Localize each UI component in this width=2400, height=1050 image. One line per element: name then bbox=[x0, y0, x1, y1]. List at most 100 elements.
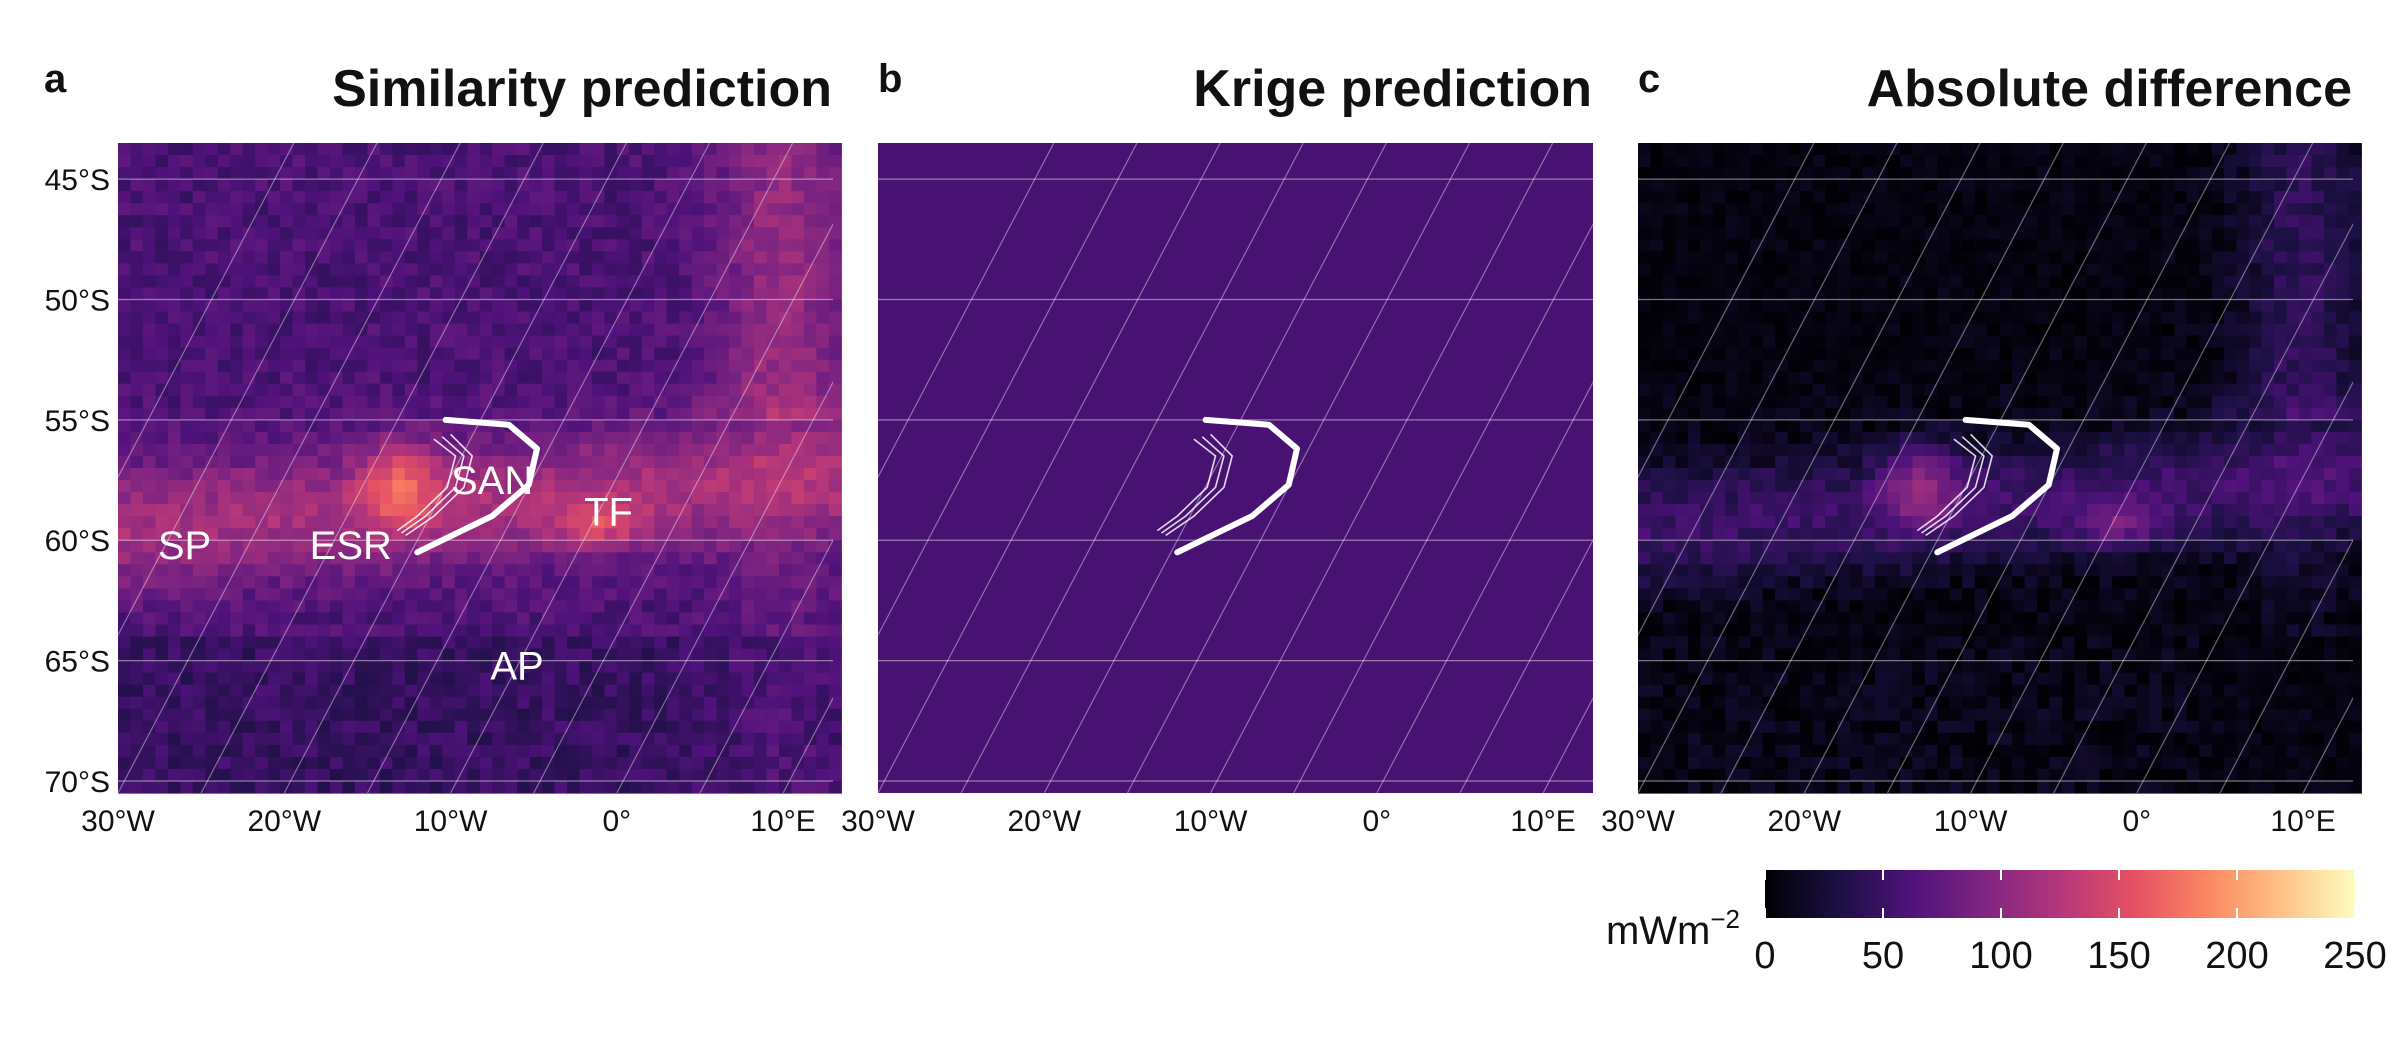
heatmap-cell bbox=[803, 239, 817, 252]
heatmap-cell bbox=[2012, 335, 2026, 349]
heatmap-cell bbox=[130, 203, 144, 216]
heatmap-cell bbox=[2224, 347, 2238, 361]
heatmap-cell bbox=[691, 732, 705, 746]
heatmap-cell bbox=[2199, 143, 2213, 156]
heatmap-cell bbox=[1874, 359, 1888, 373]
heatmap-cell bbox=[1800, 443, 1814, 457]
heatmap-cell bbox=[2037, 263, 2051, 276]
heatmap-cell bbox=[429, 516, 443, 529]
heatmap-cell bbox=[803, 636, 817, 650]
heatmap-cell bbox=[629, 492, 643, 505]
heatmap-cell bbox=[641, 155, 655, 168]
heatmap-cell bbox=[1675, 299, 1689, 313]
heatmap-cell bbox=[417, 456, 431, 469]
heatmap-cell bbox=[1712, 299, 1726, 313]
heatmap-cell bbox=[354, 564, 368, 577]
heatmap-cell bbox=[404, 672, 418, 686]
heatmap-cell bbox=[816, 781, 830, 794]
heatmap-cell bbox=[467, 155, 481, 168]
heatmap-cell bbox=[542, 672, 556, 686]
heatmap-cell bbox=[118, 504, 132, 517]
heatmap-cell bbox=[2311, 287, 2325, 300]
heatmap-cell bbox=[766, 203, 780, 216]
heatmap-cell bbox=[729, 299, 743, 313]
heatmap-cell bbox=[1862, 371, 1876, 385]
heatmap-cell bbox=[417, 480, 431, 493]
heatmap-cell bbox=[317, 696, 331, 710]
heatmap-cell bbox=[230, 323, 244, 337]
heatmap-cell bbox=[504, 672, 518, 686]
heatmap-cell bbox=[392, 720, 406, 734]
heatmap-cell bbox=[130, 672, 144, 686]
heatmap-cell bbox=[2087, 480, 2101, 493]
heatmap-cell bbox=[1737, 407, 1751, 421]
heatmap-cell bbox=[1924, 395, 1938, 409]
heatmap-cell bbox=[217, 708, 231, 722]
heatmap-cell bbox=[666, 684, 680, 698]
heatmap-cell bbox=[1974, 443, 1988, 457]
heatmap-cell bbox=[267, 215, 281, 228]
heatmap-cell bbox=[479, 299, 493, 313]
heatmap-cell bbox=[1850, 504, 1864, 517]
heatmap-cell bbox=[779, 732, 793, 746]
heatmap-cell bbox=[317, 684, 331, 698]
heatmap-cell bbox=[704, 540, 718, 553]
heatmap-cell bbox=[2323, 155, 2337, 168]
heatmap-cell bbox=[217, 395, 231, 409]
heatmap-cell bbox=[741, 371, 755, 385]
heatmap-cell bbox=[330, 167, 344, 180]
heatmap-cell bbox=[317, 456, 331, 469]
heatmap-cell bbox=[379, 720, 393, 734]
heatmap-cell bbox=[567, 275, 581, 288]
heatmap-cell bbox=[2274, 431, 2288, 445]
heatmap-cell bbox=[2211, 443, 2225, 457]
heatmap-cell bbox=[192, 263, 206, 276]
heatmap-cell bbox=[2186, 492, 2200, 505]
heatmap-cell bbox=[741, 263, 755, 276]
heatmap-cell bbox=[255, 275, 269, 288]
heatmap-cell bbox=[641, 335, 655, 349]
heatmap-cell bbox=[604, 636, 618, 650]
heatmap-cell bbox=[292, 395, 306, 409]
heatmap-cell bbox=[492, 299, 506, 313]
heatmap-cell bbox=[280, 504, 294, 517]
heatmap-cell bbox=[629, 443, 643, 457]
heatmap-cell bbox=[429, 287, 443, 300]
heatmap-cell bbox=[330, 383, 344, 397]
heatmap-cell bbox=[392, 516, 406, 529]
heatmap-cell bbox=[1937, 359, 1951, 373]
heatmap-cell bbox=[679, 516, 693, 529]
heatmap-cell bbox=[1862, 143, 1876, 156]
heatmap-cell bbox=[330, 191, 344, 204]
heatmap-cell bbox=[118, 167, 132, 180]
heatmap-cell bbox=[317, 323, 331, 337]
heatmap-cell bbox=[192, 335, 206, 349]
heatmap-cell bbox=[517, 395, 531, 409]
heatmap-cell bbox=[2261, 167, 2275, 180]
heatmap-cell bbox=[180, 696, 194, 710]
heatmap-cell bbox=[242, 359, 256, 373]
heatmap-cell bbox=[766, 179, 780, 192]
heatmap-cell bbox=[604, 251, 618, 264]
heatmap-cell bbox=[404, 540, 418, 553]
heatmap-cell bbox=[554, 179, 568, 192]
heatmap-cell bbox=[729, 407, 743, 421]
heatmap-cell bbox=[429, 672, 443, 686]
heatmap-cell bbox=[604, 492, 618, 505]
heatmap-cell bbox=[1712, 251, 1726, 264]
heatmap-cell bbox=[417, 191, 431, 204]
heatmap-cell bbox=[317, 480, 331, 493]
heatmap-cell bbox=[542, 371, 556, 385]
heatmap-cell bbox=[492, 191, 506, 204]
heatmap-cell bbox=[2087, 323, 2101, 337]
heatmap-cell bbox=[2149, 203, 2163, 216]
heatmap-cell bbox=[791, 552, 805, 565]
heatmap-cell bbox=[2261, 227, 2275, 240]
heatmap-cell bbox=[1775, 239, 1789, 252]
heatmap-cell bbox=[2274, 359, 2288, 373]
heatmap-cell bbox=[579, 155, 593, 168]
heatmap-cell bbox=[404, 516, 418, 529]
heatmap-cell bbox=[1837, 359, 1851, 373]
heatmap-cell bbox=[467, 660, 481, 674]
heatmap-cell bbox=[2099, 468, 2113, 481]
